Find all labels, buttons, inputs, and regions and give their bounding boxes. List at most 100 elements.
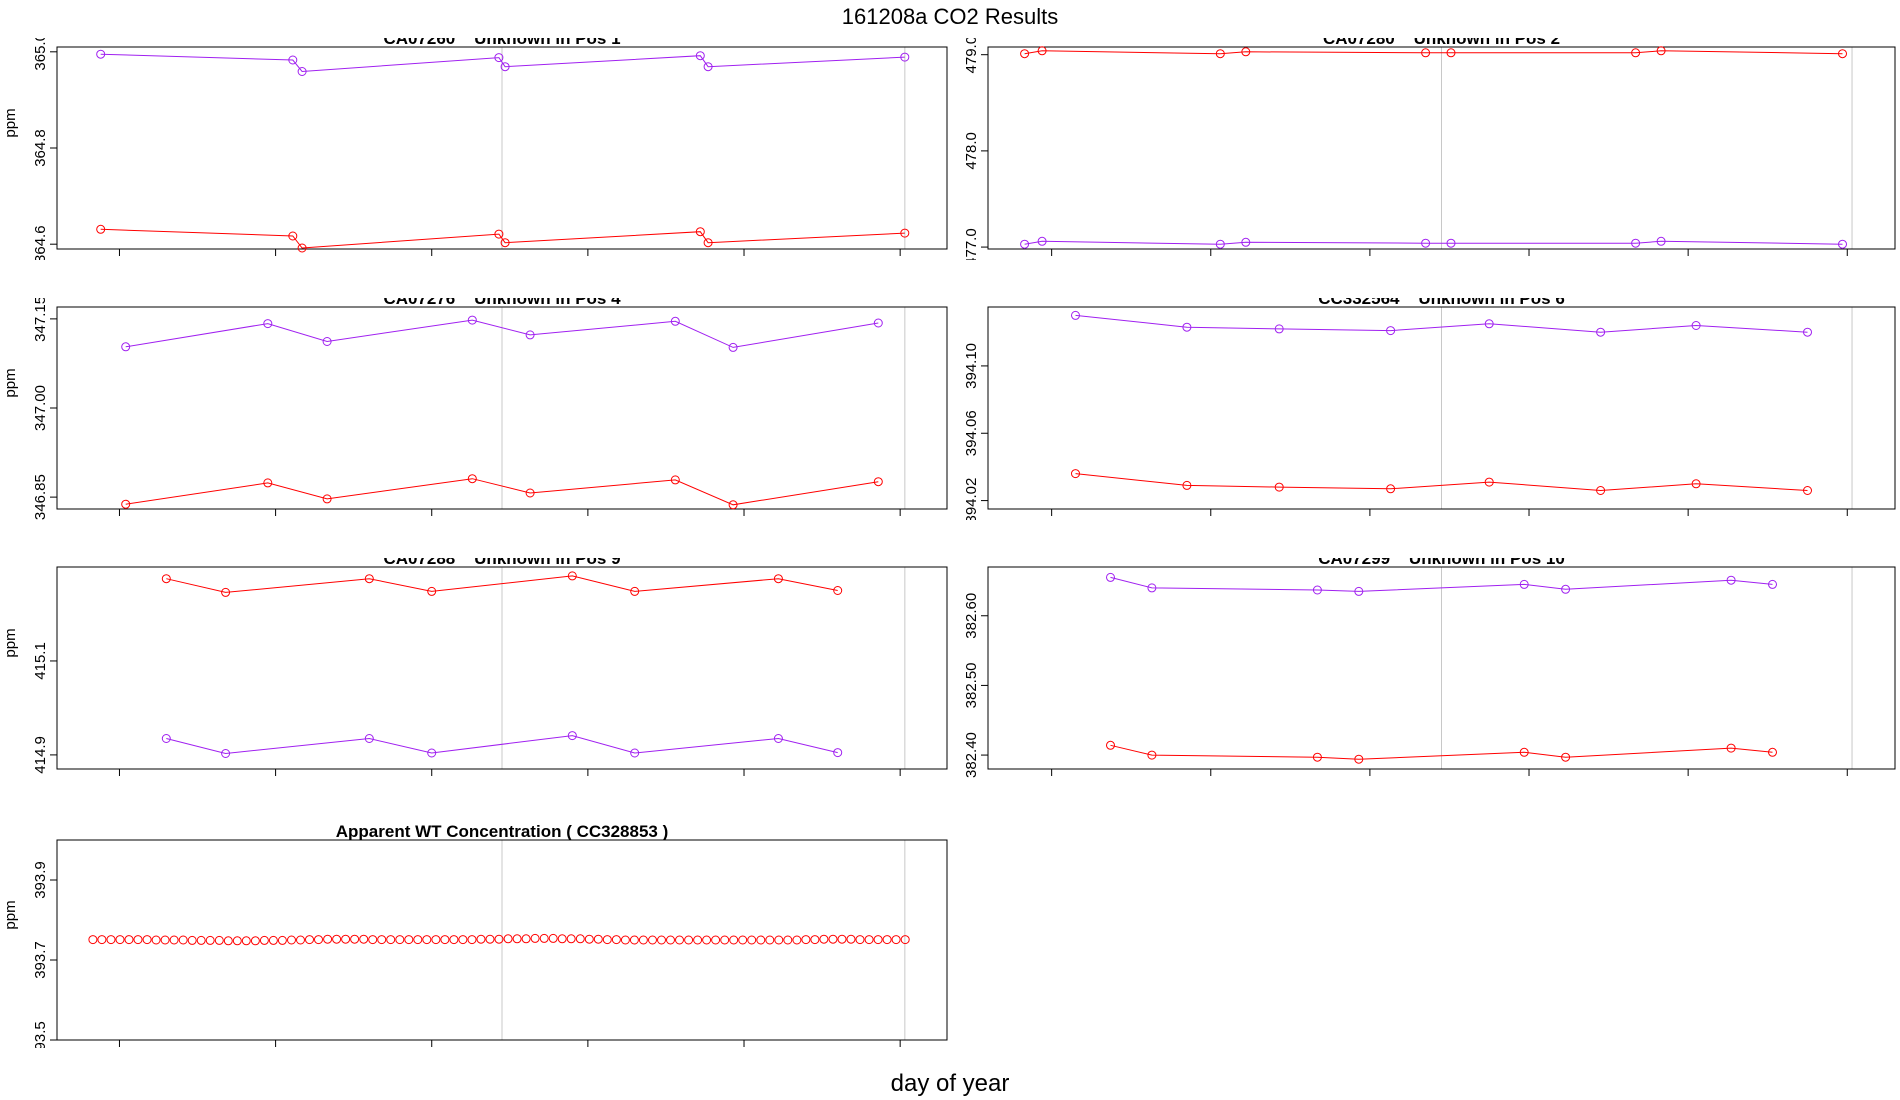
series-line-red [1110,744,1773,760]
data-point-red [548,933,558,943]
data-point-red [575,934,585,944]
data-point-red [96,224,106,234]
chart-panel-pos9: CA07288 Unknown in Pos 9343.6343.7343.83… [2,558,948,776]
data-point-red [1037,46,1047,56]
data-point-red [97,935,107,945]
series-line-red [1075,473,1808,492]
data-point-red [702,935,712,945]
data-point-purple [96,49,106,59]
data-point-purple [728,342,738,352]
data-point-red [263,478,273,488]
data-point-purple [833,748,843,758]
data-point-red [395,935,405,945]
data-point-red [467,935,477,945]
y-tick-label: 394.02 [963,478,980,520]
data-point-red [801,935,811,945]
data-point-red [133,935,143,945]
data-point-red [521,934,531,944]
data-point-red [729,935,739,945]
data-point-red [223,936,233,946]
chart-title: Apparent WT Concentration ( CC328853 ) [336,822,669,841]
data-point-red [539,933,549,943]
data-point-red [720,935,730,945]
series-line-red [166,575,838,593]
data-point-red [323,934,333,944]
chart-panel-wt-concentration: Apparent WT Concentration ( CC328853 )34… [2,822,948,1048]
data-point-red [404,935,414,945]
data-point-purple [322,337,332,346]
y-tick-label: 382.60 [963,593,980,639]
series-line-purple [100,53,905,73]
data-point-red [837,934,847,944]
data-point-red [494,229,504,239]
y-tick-label: 393.5 [32,1021,49,1048]
data-point-purple [121,342,131,352]
plot-frame [987,46,1896,250]
data-point-purple [1274,324,1284,334]
data-point-purple [1519,579,1529,589]
data-point-purple [494,53,504,63]
data-point-red [593,934,603,944]
data-point-red [855,935,865,945]
y-axis-label: ppm [2,900,19,929]
plot-frame [987,566,1896,770]
data-point-red [666,935,675,945]
data-point-purple [1631,238,1641,248]
data-point-red [1691,479,1701,489]
data-point-red [187,935,197,945]
data-point-red [873,935,883,945]
data-point-purple [1037,236,1047,246]
data-point-red [684,935,694,945]
data-point-red [703,238,713,248]
chart-title: CA07260 Unknown in Pos 1 [383,38,620,48]
data-point-red [657,935,666,945]
y-tick-label: 382.40 [963,732,980,778]
data-point-red [422,935,432,945]
data-point-purple [364,734,374,743]
data-point-red [1215,49,1225,59]
data-point-red [368,935,378,945]
data-point-red [494,934,504,944]
data-point-red [196,935,206,945]
data-point-red [1838,49,1847,59]
y-tick-label: 347.15 [32,298,49,342]
data-point-red [124,935,134,945]
y-tick-label: 477.0 [963,228,980,260]
data-point-purple [288,55,298,65]
data-point-red [259,935,269,945]
data-point-red [566,934,576,944]
data-point-red [810,935,820,945]
data-point-red [359,934,369,944]
data-point-red [413,935,423,945]
data-point-red [142,935,152,945]
data-point-red [1147,750,1157,760]
data-point-red [882,935,892,945]
data-point-red [151,935,161,945]
chart-title: CC332564 Unknown in Pos 6 [1318,298,1565,308]
y-tick-label: 364.8 [32,129,49,167]
data-point-purple [695,51,705,61]
series-line-purple [1024,240,1843,245]
data-point-purple [500,62,510,72]
data-point-red [178,935,188,945]
data-point-red [1386,484,1396,494]
data-point-red [765,935,775,945]
data-point-red [160,935,170,945]
series-line-purple [1110,576,1773,592]
data-point-red [1446,48,1456,58]
data-point-purple [567,731,577,741]
y-tick-label: 393.9 [32,861,49,899]
y-tick-label: 414.9 [32,736,49,774]
series-line-red [125,478,879,506]
chart-title: CA07299 Unknown in Pos 10 [1318,558,1565,568]
chart-panel-pos10: CA07299 Unknown in Pos 10343.6343.7343.8… [963,558,1896,778]
data-point-red [629,935,639,945]
y-axis-label: ppm [2,108,19,137]
data-point-purple [1446,238,1456,248]
data-point-red [431,935,441,945]
data-point-red [297,243,307,253]
series-line-purple [166,735,838,755]
data-point-purple [1312,585,1322,595]
data-point-red [648,935,657,945]
data-point-red [828,934,838,944]
